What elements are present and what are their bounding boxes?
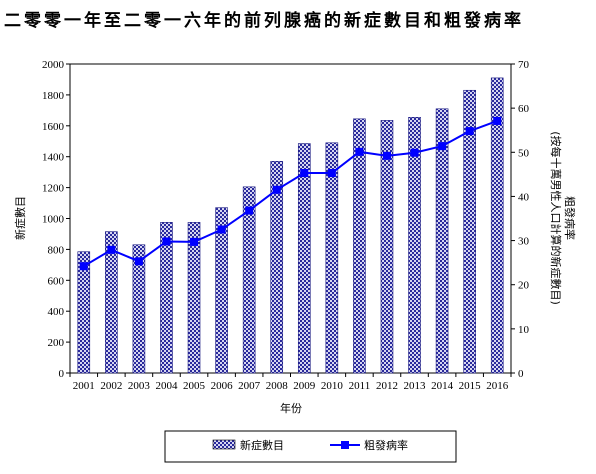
x-tick-label: 2016: [486, 380, 509, 392]
y-tick-label: 600: [48, 275, 65, 287]
bar: [215, 207, 228, 374]
rate-point: [410, 148, 419, 157]
bar: [242, 186, 256, 374]
bar: [435, 108, 449, 374]
x-tick-label: 2001: [73, 380, 95, 392]
rate-point: [382, 151, 391, 160]
y2-tick-label: 40: [518, 191, 530, 203]
bar: [270, 161, 284, 374]
rate-point: [300, 169, 309, 178]
legend-bar-label: 新症數目: [240, 438, 284, 452]
y-tick-label: 2000: [42, 59, 65, 71]
legend-frame: [164, 430, 457, 463]
x-tick-label: 2007: [238, 380, 261, 392]
x-axis-title: 年份: [280, 401, 302, 415]
rate-point: [355, 147, 364, 156]
x-tick-label: 2003: [128, 380, 151, 392]
rate-point: [493, 116, 502, 125]
rate-point: [134, 257, 143, 266]
x-tick-label: 2010: [321, 380, 344, 392]
rate-point: [217, 225, 226, 234]
y2-tick-label: 30: [518, 236, 530, 248]
y-tick-label: 1000: [42, 214, 65, 226]
y2-tick-label: 60: [518, 103, 530, 115]
rate-point: [245, 206, 254, 215]
y2-tick-label: 50: [518, 147, 530, 159]
rate-point: [162, 237, 171, 246]
y2-tick-label: 0: [518, 368, 524, 380]
y2-tick-label: 10: [518, 324, 530, 336]
legend-line-label: 粗發病率: [364, 438, 408, 452]
bar: [408, 117, 421, 374]
chart-title: 二零零一年至二零一六年的前列腺癌的新症數目和粗發病率: [4, 11, 524, 31]
rate-point: [272, 185, 281, 194]
y-axis-title: 新症數目: [13, 196, 27, 240]
rate-point: [465, 127, 474, 136]
rate-point: [327, 169, 336, 178]
legend-bar-swatch: [212, 439, 236, 450]
rate-point: [190, 237, 199, 246]
y-tick-label: 0: [59, 368, 65, 380]
rate-line: [83, 120, 498, 268]
bar: [325, 142, 339, 374]
x-tick-label: 2014: [431, 380, 454, 392]
y-tick-label: 200: [48, 337, 65, 349]
bar: [160, 222, 173, 374]
bar: [187, 222, 201, 374]
line-series: [79, 116, 502, 271]
y2-tick-label: 20: [518, 280, 530, 292]
left-axis-ticks: 0 200 400 600 800 1000 1200 1400 1600 1800 2000: [42, 59, 70, 380]
x-tick-label: 2005: [183, 380, 206, 392]
y2-axis-title-line2: (按每十萬男性人口計算的新症數目): [549, 131, 563, 305]
x-tick-label: 2015: [459, 380, 482, 392]
bar: [132, 244, 146, 374]
y-tick-label: 1800: [42, 90, 65, 102]
bar-series: [77, 77, 504, 374]
x-axis-ticks: 2001 2002 2003 2004 2005 2006 2007 2008 2009 2010…: [69, 373, 512, 392]
y2-tick-label: 70: [518, 59, 530, 71]
bar: [297, 143, 311, 374]
rate-point: [438, 142, 447, 151]
legend-line-marker: [341, 441, 349, 449]
x-tick-label: 2009: [293, 380, 316, 392]
y-tick-label: 400: [48, 306, 65, 318]
rate-point: [107, 245, 116, 254]
bar: [380, 120, 394, 374]
y2-axis-title-line1: 粗發病率: [563, 196, 577, 240]
bar: [463, 89, 476, 374]
x-tick-label: 2012: [376, 380, 398, 392]
x-tick-label: 2013: [404, 380, 427, 392]
rate-point: [79, 262, 88, 271]
x-tick-label: 2011: [349, 380, 371, 392]
y-tick-label: 800: [48, 244, 65, 256]
x-tick-label: 2006: [211, 380, 234, 392]
bar: [77, 251, 91, 374]
y-tick-label: 1600: [42, 121, 65, 133]
x-tick-label: 2002: [100, 380, 122, 392]
y-tick-label: 1400: [42, 152, 65, 164]
right-axis-ticks: 0 10 20 30 40 50 60 70: [511, 59, 530, 380]
bar: [105, 231, 118, 374]
bar: [490, 77, 504, 374]
x-tick-label: 2008: [266, 380, 289, 392]
bar: [353, 118, 366, 374]
legend: 新症數目 粗發病率: [164, 430, 457, 463]
y-tick-label: 1200: [42, 183, 65, 195]
x-tick-label: 2004: [155, 380, 178, 392]
